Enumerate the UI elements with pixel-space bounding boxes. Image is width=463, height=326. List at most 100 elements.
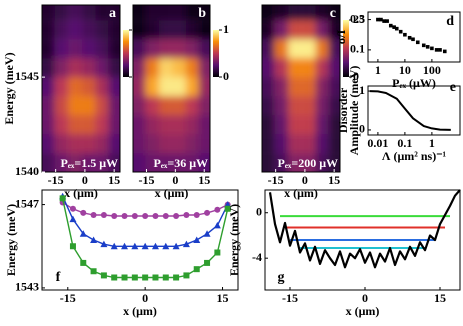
marker (90, 268, 97, 275)
marker (80, 259, 87, 266)
heatmap-cell (158, 39, 173, 59)
point (385, 19, 389, 23)
y-tick-label: -4 (252, 250, 262, 264)
heatmap-cell (315, 96, 329, 116)
heatmap-cell (198, 153, 210, 172)
heatmap-cell (301, 39, 316, 59)
marker (152, 213, 159, 220)
heatmap-cell (328, 58, 340, 78)
colorbar (123, 30, 129, 77)
heatmap-cell (288, 5, 302, 21)
marker (162, 213, 169, 220)
heatmap-cell (301, 96, 316, 116)
heatmap-cell (81, 115, 96, 135)
heatmap-cell (158, 115, 173, 135)
heatmap-cell (133, 77, 146, 97)
y-axis-label: σ/I (334, 29, 348, 44)
heatmap-cell (81, 58, 96, 78)
x-tick-label: -15 (268, 173, 284, 187)
heatmap-cell (95, 20, 109, 40)
heatmap-cell (198, 20, 210, 40)
heatmap-cell (274, 115, 289, 135)
y-axis-label: Energy (meV) (4, 204, 18, 276)
heatmap-cell (108, 115, 120, 135)
heatmap-cell (68, 96, 82, 116)
heatmap-cell (185, 5, 199, 21)
heatmap-cell (54, 96, 69, 116)
heatmap-cell (185, 96, 199, 116)
marker (110, 242, 118, 250)
marker (193, 212, 200, 218)
marker (173, 274, 180, 281)
heatmap-cell (198, 39, 210, 59)
x-tick-label: 1 (429, 136, 435, 150)
heatmap-cell (81, 96, 96, 116)
heatmap-cell (42, 115, 55, 135)
heatmap-cell (133, 5, 146, 21)
marker (193, 236, 201, 243)
marker (141, 242, 149, 250)
heatmap-cell (328, 115, 340, 135)
heatmap-cell (301, 58, 316, 78)
heatmap-cell (185, 134, 199, 154)
heatmap-cell (315, 39, 329, 59)
heatmap-cell (68, 153, 82, 172)
y-tick-label: 1545 (15, 69, 39, 83)
heatmap-cell (262, 20, 275, 40)
heatmap-cell (81, 20, 96, 40)
heatmap-cell (315, 115, 329, 135)
heatmap-cell (145, 77, 159, 97)
heatmap-cell (95, 115, 109, 135)
panel-label: c (330, 6, 336, 21)
marker (111, 274, 118, 281)
heatmap-cell (133, 115, 146, 135)
x-tick-label: 0.1 (397, 136, 412, 150)
heatmap-cell (288, 115, 302, 135)
heatmap-cell (133, 58, 146, 78)
heatmap-cell (54, 77, 69, 97)
y-tick-label: 0.3 (350, 11, 365, 25)
heatmap-cell (42, 20, 55, 40)
heatmap-cell (262, 58, 275, 78)
panel: -15 0 15 1543 1547 x (μm) Energy (meV) f (4, 189, 239, 318)
y-axis-label: Disorder (336, 87, 350, 133)
heatmap-cell (172, 5, 186, 21)
heatmap-cell (301, 153, 316, 172)
heatmap-cell (54, 20, 69, 40)
point (415, 40, 420, 45)
heatmap-cell (198, 134, 210, 154)
series-line (61, 198, 229, 279)
heatmap-cell (158, 96, 173, 116)
heatmap-cell (133, 20, 146, 40)
series-line (268, 189, 461, 269)
x-tick-label: 10 (399, 63, 411, 77)
plot-frame (261, 4, 341, 173)
marker (214, 206, 221, 213)
marker (183, 212, 190, 218)
marker (131, 213, 138, 220)
x-axis-label: Λ (μm² ns)⁻¹ (382, 149, 447, 163)
x-axis-label: Pₑₓ (μW) (392, 76, 436, 90)
heatmap-cell (145, 58, 159, 78)
heatmap-cell (158, 58, 173, 78)
panel: 0 1 Pₑₓ=36 μW -15 0 15 x (μm) b (132, 4, 229, 200)
x-tick-label: 1 (375, 63, 381, 77)
heatmap-cell (185, 153, 199, 172)
heatmap-cell (301, 115, 316, 135)
heatmap-cell (185, 39, 199, 59)
panel-label: d (446, 14, 454, 29)
marker (100, 212, 107, 218)
marker (214, 249, 221, 256)
y-tick-label: 1 (359, 83, 365, 97)
y-axis-label: Amplitude (meV) (347, 66, 361, 156)
heatmap-cell (133, 153, 146, 172)
heatmap (262, 5, 340, 172)
series-line (61, 195, 229, 247)
point (394, 26, 399, 31)
plot-frame (264, 189, 461, 291)
heatmap-cell (328, 5, 340, 21)
heatmap-cell (42, 77, 55, 97)
x-axis-label: x (μm) (123, 304, 157, 318)
